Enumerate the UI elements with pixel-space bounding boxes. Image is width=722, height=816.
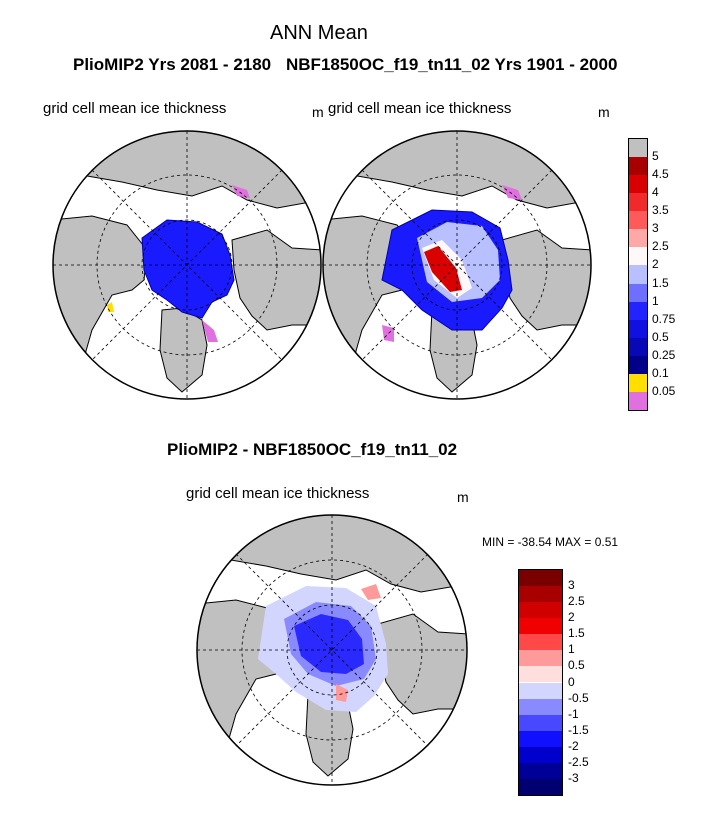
colorbar-swatch <box>519 682 562 699</box>
colorbar-swatch <box>629 373 647 392</box>
colorbar-swatch <box>519 762 562 779</box>
colorbar-swatch <box>519 634 562 651</box>
colorbar-tick-label: 2.5 <box>652 239 669 254</box>
colorbar-swatch <box>629 319 647 338</box>
colorbar-swatch <box>629 283 647 302</box>
colorbar-tick-label: 1.5 <box>568 626 585 641</box>
colorbar-tick-label: -2 <box>568 738 579 753</box>
colorbar-swatch <box>519 714 562 731</box>
top-colorbar <box>628 138 648 411</box>
colorbar-tick-label: 2.5 <box>568 594 585 609</box>
colorbar-tick-label: 4 <box>652 185 659 200</box>
colorbar-tick-label: 0 <box>568 674 575 689</box>
colorbar-swatch <box>629 337 647 356</box>
colorbar-tick-label: -3 <box>568 770 579 785</box>
diff-strong-blue <box>294 614 364 674</box>
colorbar-tick-label: 4.5 <box>652 167 669 182</box>
diff-units-label: m <box>457 489 469 505</box>
main-title: ANN Mean <box>270 22 368 44</box>
colorbar-tick-label: 3 <box>568 578 575 593</box>
left-panel-header: PlioMIP2 Yrs 2081 - 2180 <box>73 55 272 74</box>
colorbar-swatch <box>629 247 647 266</box>
right-variable-label: grid cell mean ice thickness <box>328 100 512 117</box>
colorbar-swatch <box>519 602 562 619</box>
colorbar-swatch <box>629 139 647 158</box>
colorbar-swatch <box>519 650 562 667</box>
colorbar-tick-label: -1.5 <box>568 722 589 737</box>
colorbar-swatch <box>519 586 562 603</box>
colorbar-tick-label: 1 <box>652 293 659 308</box>
colorbar-swatch <box>629 193 647 212</box>
left-variable-label: grid cell mean ice thickness <box>43 100 227 117</box>
colorbar-tick-label: -2.5 <box>568 754 589 769</box>
right-panel-header: NBF1850OC_f19_tn11_02 Yrs 1901 - 2000 <box>286 55 618 74</box>
sea-ice-area <box>141 219 235 319</box>
colorbar-swatch <box>519 746 562 763</box>
diff-light-red <box>336 584 381 702</box>
colorbar-swatch <box>629 391 647 410</box>
colorbar-swatch <box>629 211 647 230</box>
diff-minmax-label: MIN = -38.54 MAX = 0.51 <box>482 535 619 549</box>
colorbar-tick-label: -1 <box>568 706 579 721</box>
colorbar-swatch <box>629 355 647 374</box>
colorbar-tick-label: 0.5 <box>568 658 585 673</box>
colorbar-tick-label: 0.1 <box>652 365 669 380</box>
colorbar-tick-label: 1.5 <box>652 275 669 290</box>
colorbar-tick-label: 3.5 <box>652 203 669 218</box>
right-units-label: m <box>598 104 610 120</box>
colorbar-swatch <box>629 229 647 248</box>
colorbar-tick-label: 2 <box>652 257 659 272</box>
colorbar-swatch <box>519 666 562 683</box>
colorbar-swatch <box>519 730 562 747</box>
diff-variable-label: grid cell mean ice thickness <box>186 485 370 502</box>
colorbar-tick-label: 1 <box>568 642 575 657</box>
diff-colorbar <box>518 569 563 796</box>
diff-panel-header: PlioMIP2 - NBF1850OC_f19_tn11_02 <box>167 440 458 459</box>
right-polar-map <box>322 130 592 400</box>
sea-ice-thin <box>202 185 250 342</box>
colorbar-tick-label: 0.05 <box>652 383 676 398</box>
diff-colorbar-labels: 3 2.5 2 1.5 1 0.5 0 -0.5 -1 -1.5 -2 -2.5 -3 <box>568 569 628 796</box>
colorbar-tick-label: 0.5 <box>652 329 669 344</box>
land-europe <box>231 229 321 331</box>
left-units-label: m <box>312 104 324 120</box>
colorbar-swatch <box>519 698 562 715</box>
colorbar-tick-label: -0.5 <box>568 690 589 705</box>
colorbar-swatch <box>519 570 562 587</box>
sea-ice-thickest <box>424 246 462 292</box>
colorbar-swatch <box>629 175 647 194</box>
colorbar-swatch <box>629 157 647 176</box>
left-polar-map <box>52 130 322 400</box>
top-colorbar-labels: 5 4.5 4 3.5 3 2.5 2 1.5 1 0.75 0.5 0.25 0.1 0.05 <box>652 138 712 411</box>
colorbar-tick-label: 0.25 <box>652 347 676 362</box>
colorbar-tick-label: 5 <box>652 149 659 164</box>
colorbar-tick-label: 2 <box>568 610 575 625</box>
colorbar-swatch <box>519 618 562 635</box>
colorbar-swatch <box>629 301 647 320</box>
colorbar-tick-label: 3 <box>652 221 659 236</box>
colorbar-swatch <box>519 778 562 795</box>
colorbar-swatch <box>629 265 647 284</box>
colorbar-tick-label: 0.75 <box>652 311 676 326</box>
diff-polar-map <box>196 514 468 786</box>
